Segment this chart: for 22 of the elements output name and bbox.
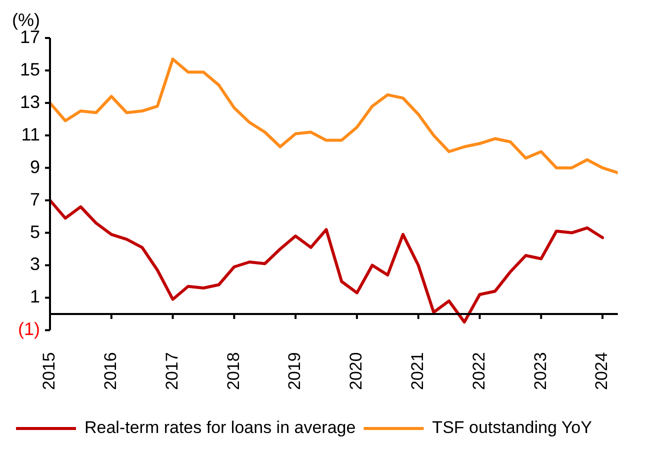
x-tick-label: 2017 bbox=[162, 352, 182, 390]
x-tick-label: 2024 bbox=[592, 352, 612, 390]
x-tick-label: 2018 bbox=[224, 352, 243, 390]
y-tick-label: 9 bbox=[30, 156, 40, 177]
y-tick-label: 11 bbox=[21, 124, 40, 144]
x-tick-label: 2015 bbox=[40, 352, 59, 390]
x-tick-label: 2019 bbox=[285, 352, 304, 390]
x-tick-label: 2022 bbox=[469, 352, 488, 390]
y-tick-label: 1 bbox=[30, 286, 40, 307]
legend-label: Real-term rates for loans in average bbox=[84, 418, 356, 438]
x-tick-label: 2021 bbox=[408, 352, 428, 390]
y-tick-label: 5 bbox=[30, 222, 40, 242]
y-axis-title: (%) bbox=[12, 10, 40, 30]
x-tick-label: 2023 bbox=[530, 352, 550, 390]
x-tick-label: 2020 bbox=[346, 352, 366, 390]
x-tick-label: 2016 bbox=[101, 352, 120, 390]
y-tick-label: 3 bbox=[30, 254, 40, 274]
y-tick-label: (1) bbox=[18, 319, 40, 340]
y-tick-label: 15 bbox=[20, 59, 40, 80]
legend-label: TSF outstanding YoY bbox=[432, 418, 592, 438]
y-tick-label: 7 bbox=[30, 189, 40, 210]
y-tick-label: 13 bbox=[20, 92, 40, 112]
